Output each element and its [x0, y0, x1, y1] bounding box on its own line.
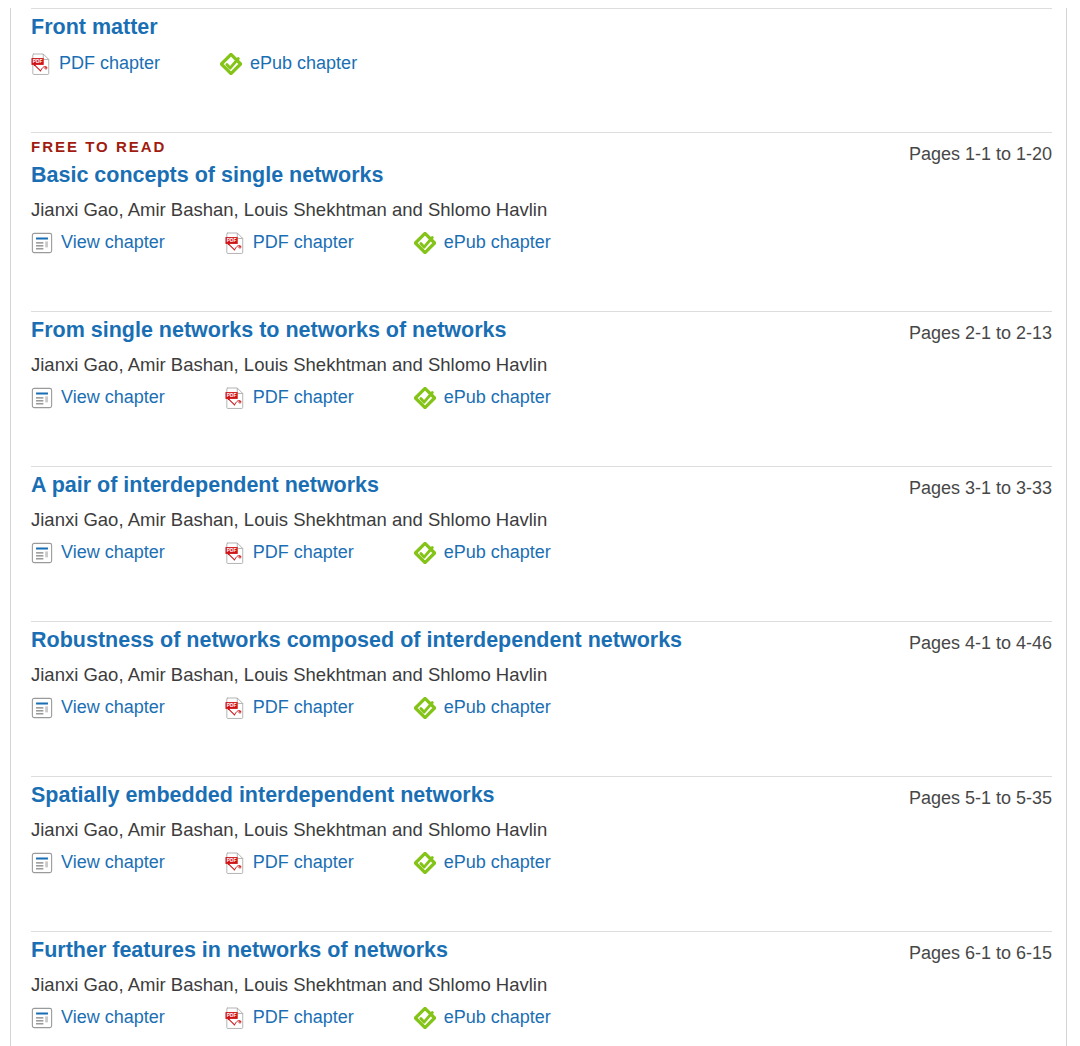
- svg-text:PDF: PDF: [227, 858, 237, 863]
- svg-text:PDF: PDF: [227, 238, 237, 243]
- svg-text:PDF: PDF: [227, 548, 237, 553]
- svg-text:PDF: PDF: [227, 393, 237, 398]
- svg-text:PDF: PDF: [227, 1013, 237, 1018]
- svg-text:PDF: PDF: [33, 59, 43, 64]
- svg-text:PDF: PDF: [227, 703, 237, 708]
